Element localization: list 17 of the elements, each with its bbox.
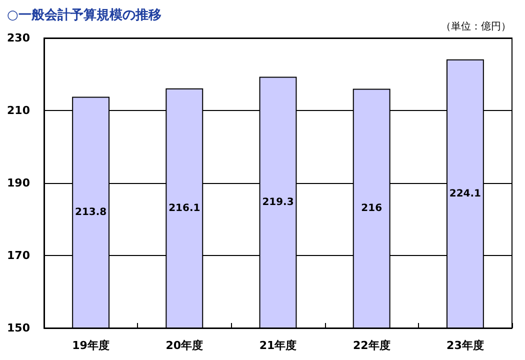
x-tick-label: 22年度	[352, 339, 390, 352]
text: （単位：億円）	[441, 20, 511, 32]
data-label: 216.1	[168, 202, 200, 214]
x-tick-label: 19年度	[72, 339, 110, 352]
y-tick-label: 170	[7, 249, 30, 262]
y-tick-label: 190	[7, 176, 30, 190]
x-tick-label: 21年度	[259, 339, 297, 352]
x-tick-label: 20年度	[166, 339, 204, 352]
data-label: 216	[361, 203, 382, 214]
y-tick-label: 210	[7, 104, 30, 117]
x-tick-label: 23年度	[446, 339, 484, 352]
y-tick-label: 230	[7, 32, 30, 44]
data-label: 224.1	[449, 188, 482, 200]
data-label: 213.8	[74, 207, 107, 218]
data-label: 219.3	[262, 197, 294, 208]
chart-title: ○一般会計予算規模の推移	[7, 7, 162, 23]
y-tick-label: 150	[7, 322, 30, 334]
